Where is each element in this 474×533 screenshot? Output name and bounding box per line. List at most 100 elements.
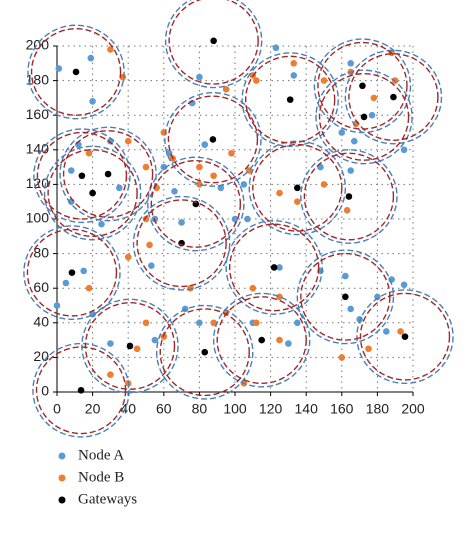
x-tick-label: 160	[330, 401, 354, 417]
point	[55, 65, 63, 72]
point	[210, 319, 217, 327]
x-tick-label: 80	[192, 401, 208, 417]
coverage-circle	[27, 24, 125, 120]
point	[244, 215, 251, 223]
point	[286, 96, 294, 103]
point	[89, 98, 96, 105]
point	[276, 336, 283, 344]
x-tick-label: 200	[401, 401, 425, 417]
legend-marker	[58, 474, 66, 482]
x-tick-label: 60	[156, 401, 172, 417]
coverage-circle	[168, 0, 259, 85]
point	[133, 345, 141, 353]
coverage-circle	[62, 130, 154, 218]
point	[77, 386, 85, 394]
y-tick-label: 200	[26, 37, 50, 53]
point	[320, 77, 328, 84]
legend-label: Node B	[78, 469, 124, 485]
coverage-circle	[47, 149, 138, 238]
point	[107, 371, 114, 379]
point	[107, 46, 114, 53]
coverage-circle	[159, 308, 250, 397]
coverage-circle	[303, 152, 395, 241]
coverage-circle	[359, 292, 451, 381]
point	[276, 189, 283, 197]
coverage-circle	[296, 249, 395, 345]
point	[270, 264, 278, 271]
y-tick-label: 100	[26, 210, 50, 226]
point	[98, 220, 105, 228]
coverage-circle	[228, 223, 320, 312]
point	[201, 348, 209, 356]
coverage-circle	[36, 131, 128, 220]
point	[85, 149, 93, 157]
point	[294, 184, 301, 192]
legend: Node A Node B Gateways	[58, 447, 137, 507]
point	[196, 73, 203, 81]
coverage-circle	[216, 296, 307, 385]
x-tick-label: 140	[295, 401, 319, 417]
point	[390, 93, 397, 101]
point	[345, 193, 353, 200]
coverage-circle	[244, 55, 336, 144]
coverage-circle	[81, 298, 179, 394]
point	[231, 215, 239, 223]
coverage-circle	[300, 252, 391, 341]
point	[53, 302, 61, 309]
point	[142, 163, 150, 171]
point	[196, 319, 203, 327]
point	[401, 333, 409, 340]
y-tick-label: 140	[26, 141, 50, 157]
legend-label: Gateways	[78, 491, 137, 507]
point	[178, 219, 185, 226]
point	[142, 319, 150, 327]
point	[350, 137, 358, 145]
coverage-circle	[225, 220, 323, 315]
point	[148, 262, 155, 270]
point	[196, 163, 203, 171]
point	[359, 82, 366, 90]
point	[160, 163, 168, 171]
point	[116, 184, 123, 192]
point	[294, 319, 301, 327]
coverage-circle	[348, 53, 439, 141]
x-tick-label: 100	[223, 401, 247, 417]
point	[78, 172, 86, 180]
point	[210, 172, 217, 180]
x-tick-label: 40	[120, 401, 136, 417]
legend-label: Node A	[78, 447, 124, 463]
point	[294, 198, 301, 205]
point	[85, 284, 93, 292]
y-tick-label: 160	[26, 106, 50, 122]
point	[124, 137, 132, 145]
coverage-circle	[59, 126, 157, 222]
coverage-circle	[248, 140, 347, 236]
coverage-circle	[30, 27, 122, 116]
point	[347, 167, 355, 174]
x-tick-label: 0	[53, 401, 61, 417]
point	[67, 167, 75, 174]
coverage-circle	[315, 69, 413, 165]
point	[400, 281, 408, 289]
point	[104, 170, 112, 178]
point	[151, 336, 159, 344]
y-tick-label: 20	[33, 348, 49, 364]
point	[222, 85, 230, 93]
coverage-circle	[136, 199, 227, 288]
point	[276, 293, 283, 301]
point	[62, 279, 70, 287]
point	[126, 342, 134, 350]
point	[249, 284, 257, 292]
point	[171, 188, 178, 195]
coverage-circle	[241, 52, 339, 148]
coverage-circle	[35, 346, 127, 435]
coverage-circle	[164, 92, 262, 187]
point	[370, 94, 378, 102]
point	[151, 215, 159, 223]
y-tick-label: 180	[26, 71, 50, 87]
point	[368, 111, 376, 119]
point	[89, 189, 96, 197]
coverage-circle	[164, 0, 263, 89]
x-tick-label: 180	[366, 401, 390, 417]
point	[124, 253, 132, 261]
